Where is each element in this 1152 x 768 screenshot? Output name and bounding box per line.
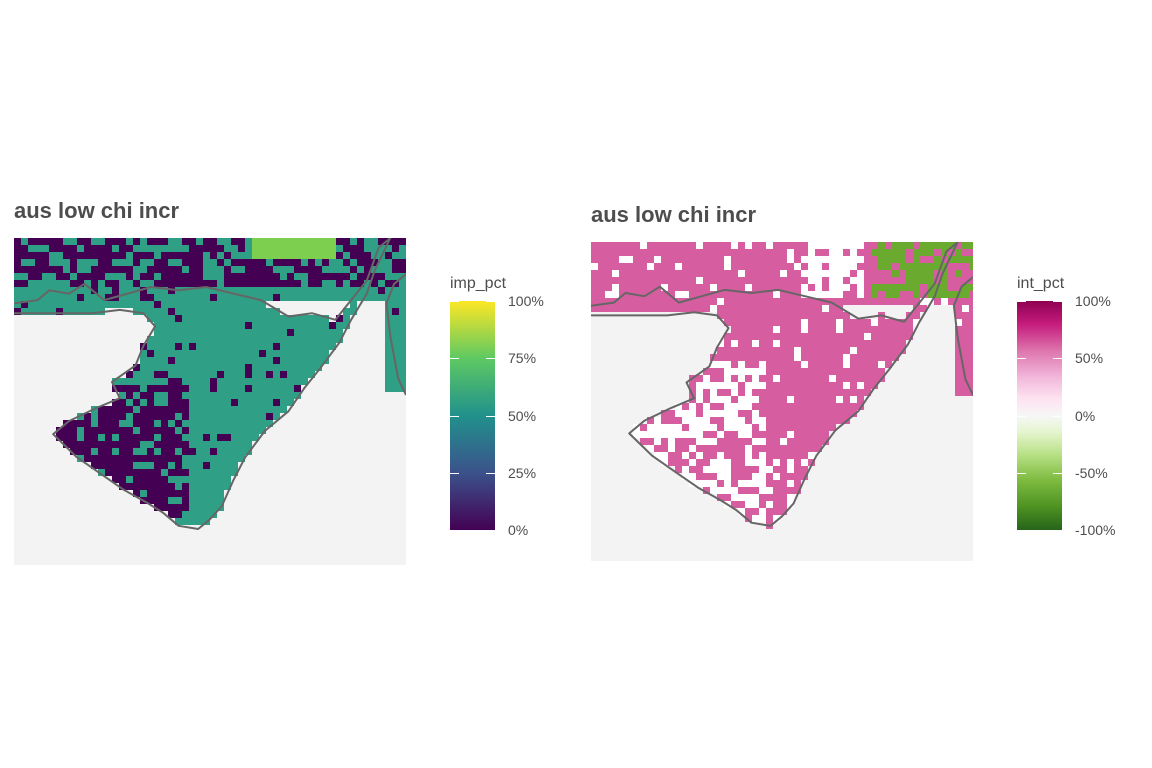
legend-tick-label: -50% xyxy=(1075,464,1108,481)
legend-tick-label: 25% xyxy=(508,464,537,481)
coastline xyxy=(14,238,392,530)
legend-title-imp: imp_pct xyxy=(450,275,507,292)
legend-tick-mark xyxy=(450,358,495,360)
legend-tick-mark xyxy=(1017,301,1062,302)
coastline-east xyxy=(385,273,406,396)
legend-tick-mark xyxy=(1017,530,1062,531)
map-int-pct xyxy=(591,242,973,561)
legend-tick-label: 0% xyxy=(508,522,529,538)
legend-tick-label: 0% xyxy=(1075,407,1096,424)
legend-tick-mark xyxy=(1017,415,1062,417)
panel-title-right: aus low chi incr xyxy=(591,202,757,227)
legend-tick-mark xyxy=(450,415,495,417)
legend-tick-label: 100% xyxy=(1075,293,1111,309)
legend-title-int: int_pct xyxy=(1017,275,1065,292)
panel-title-left: aus low chi incr xyxy=(14,198,180,223)
legend-tick-label: 75% xyxy=(508,350,537,367)
map-imp-pct xyxy=(14,238,406,565)
legend-tick-mark xyxy=(450,472,495,474)
coastline-east xyxy=(952,276,973,396)
raster-cells xyxy=(591,242,973,529)
legend-tick-mark xyxy=(1017,472,1062,474)
legend-tick-label: 50% xyxy=(508,407,537,424)
legend-tick-label: -100% xyxy=(1075,522,1116,538)
legend-tick-label: 50% xyxy=(1075,350,1104,367)
legend-tick-mark xyxy=(1017,358,1062,360)
coastline xyxy=(591,242,959,527)
legend-tick-mark xyxy=(450,301,495,302)
legend-tick-label: 100% xyxy=(508,293,544,309)
legend-tick-mark xyxy=(450,530,495,531)
raster-cells xyxy=(14,238,406,525)
